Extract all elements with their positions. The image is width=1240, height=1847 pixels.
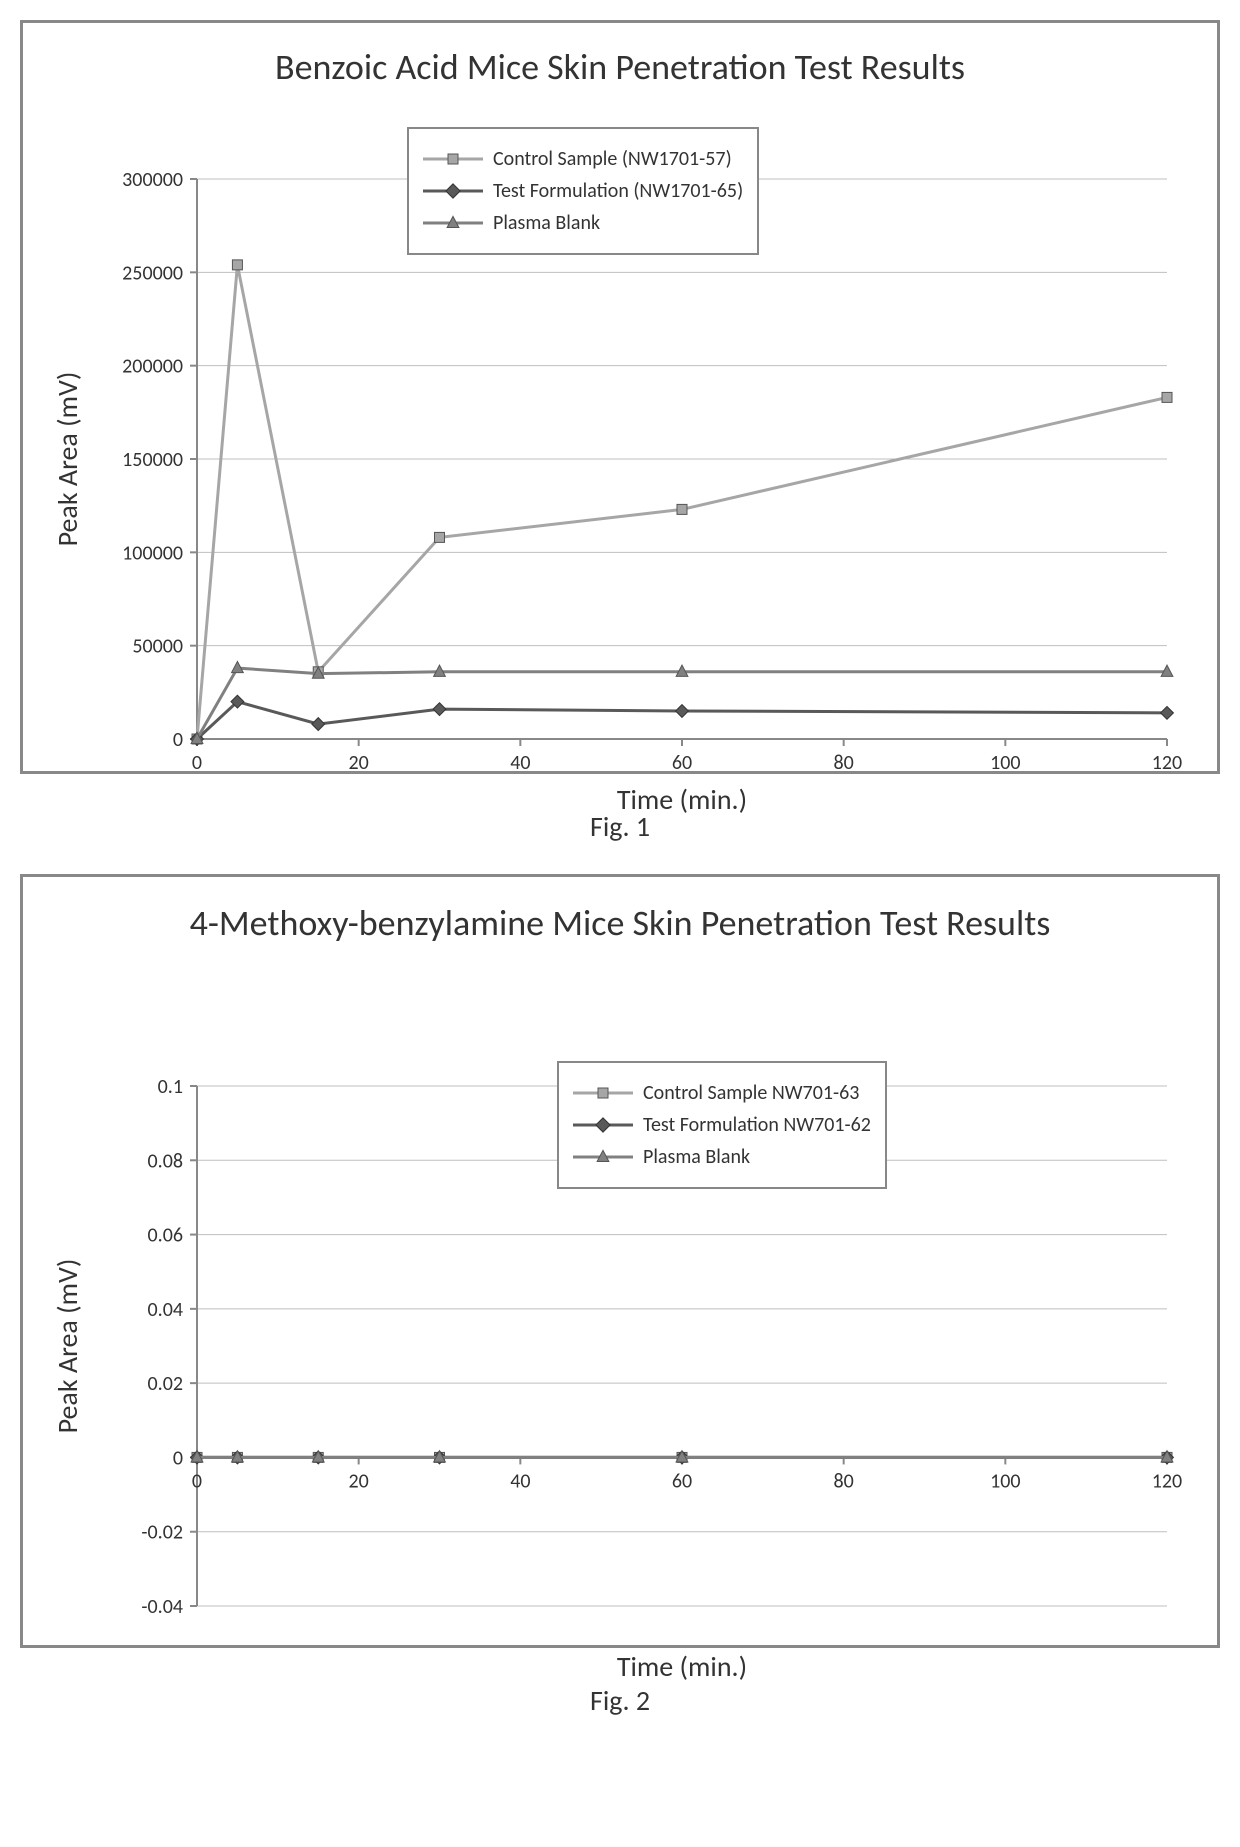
chart-svg: 0 20 40 60 80 100 120 -0.04 -0.02 0 0.02 0.04 0.06 0.… — [27, 946, 1217, 1686]
y-tick-label: 0.06 — [148, 1224, 183, 1248]
legend-item: Control Sample NW701-63 — [573, 1081, 871, 1105]
chart-legend: Control Sample NW701-63 Test Formulation… — [557, 1061, 887, 1189]
y-tick-label: 0.04 — [148, 1298, 183, 1322]
chart-2-title: 4-Methoxy-benzylamine Mice Skin Penetrat… — [27, 881, 1213, 946]
x-tick-label: 0 — [192, 751, 202, 775]
y-tick-label: 0 — [173, 1446, 183, 1470]
y-tick-label: 0 — [173, 728, 183, 752]
legend-label: Test Formulation (NW1701-65) — [493, 179, 743, 203]
y-tick-label: 50000 — [132, 635, 183, 659]
chart-1-title: Benzoic Acid Mice Skin Penetration Test … — [27, 27, 1213, 89]
y-tick-label: 250000 — [122, 261, 183, 285]
x-tick-label: 60 — [672, 751, 692, 775]
legend-item: Test Formulation (NW1701-65) — [423, 179, 743, 203]
legend-label: Test Formulation NW701-62 — [643, 1113, 871, 1137]
x-tick-label: 100 — [990, 1469, 1020, 1493]
x-tick-label: 0 — [192, 1469, 202, 1493]
figure-2-caption: Fig. 2 — [20, 1683, 1220, 1718]
x-tick-label: 20 — [349, 1469, 369, 1493]
y-tick-label: 300000 — [122, 168, 183, 192]
figure-2: 4-Methoxy-benzylamine Mice Skin Penetrat… — [20, 874, 1220, 1718]
figure-1: Benzoic Acid Mice Skin Penetration Test … — [20, 20, 1220, 844]
y-tick-label: 200000 — [122, 355, 183, 379]
legend-label: Plasma Blank — [493, 211, 600, 235]
chart-legend: Control Sample (NW1701-57) Test Formulat… — [407, 127, 759, 255]
x-tick-label: 20 — [349, 751, 369, 775]
y-tick-label: 0.02 — [148, 1372, 183, 1396]
y-tick-label: 100000 — [122, 541, 183, 565]
chart-1-container: Benzoic Acid Mice Skin Penetration Test … — [27, 27, 1213, 767]
chart-1-border: Benzoic Acid Mice Skin Penetration Test … — [20, 20, 1220, 774]
y-tick-label: 0.08 — [148, 1149, 183, 1173]
legend-label: Plasma Blank — [643, 1145, 750, 1169]
x-axis-label: Time (min.) — [617, 1649, 747, 1684]
x-tick-label: 120 — [1152, 1469, 1182, 1493]
y-tick-label: -0.02 — [141, 1521, 183, 1545]
series-line — [197, 668, 1167, 739]
legend-item: Test Formulation NW701-62 — [573, 1113, 871, 1137]
chart-2-container: 4-Methoxy-benzylamine Mice Skin Penetrat… — [27, 881, 1213, 1641]
y-tick-label: 150000 — [122, 448, 183, 472]
x-axis-label: Time (min.) — [617, 782, 747, 817]
legend-swatch — [573, 1083, 633, 1103]
y-axis-label: Peak Area (mV) — [50, 372, 85, 547]
legend-swatch — [573, 1115, 633, 1135]
legend-swatch — [423, 149, 483, 169]
legend-label: Control Sample (NW1701-57) — [493, 147, 732, 171]
chart-2-border: 4-Methoxy-benzylamine Mice Skin Penetrat… — [20, 874, 1220, 1648]
x-tick-label: 80 — [834, 1469, 854, 1493]
legend-swatch — [423, 181, 483, 201]
y-tick-label: 0.1 — [158, 1075, 183, 1099]
x-tick-label: 100 — [990, 751, 1020, 775]
x-tick-label: 60 — [672, 1469, 692, 1493]
x-tick-label: 40 — [510, 751, 530, 775]
legend-swatch — [423, 213, 483, 233]
y-tick-label: -0.04 — [141, 1595, 183, 1619]
x-tick-label: 80 — [834, 751, 854, 775]
legend-swatch — [573, 1147, 633, 1167]
x-tick-label: 40 — [510, 1469, 530, 1493]
x-tick-label: 120 — [1152, 751, 1182, 775]
legend-item: Plasma Blank — [423, 211, 743, 235]
y-axis-label: Peak Area (mV) — [50, 1259, 85, 1434]
legend-item: Plasma Blank — [573, 1145, 871, 1169]
legend-item: Control Sample (NW1701-57) — [423, 147, 743, 171]
legend-label: Control Sample NW701-63 — [643, 1081, 859, 1105]
